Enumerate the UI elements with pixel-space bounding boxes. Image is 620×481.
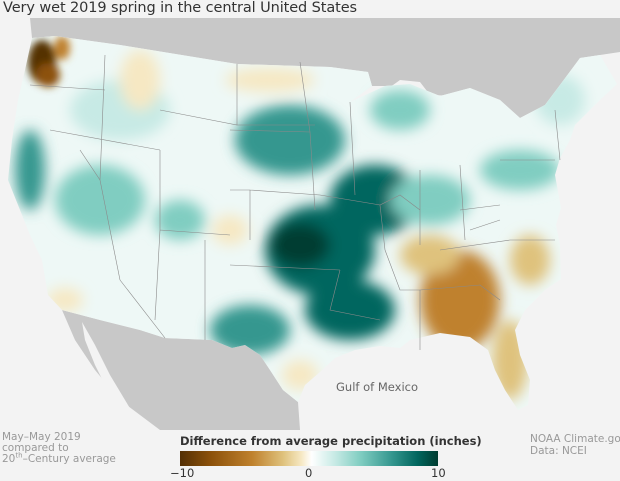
legend-mid-label: 0 [305,466,313,480]
period-note: May–May 2019 compared to 20th–Century av… [2,432,116,465]
precipitation-map [0,18,620,430]
period-line-3: 20th–Century average [2,451,116,465]
gulf-of-mexico-label: Gulf of Mexico [336,380,418,394]
period-century: 20 [2,453,16,465]
period-baseline: –Century average [22,453,116,465]
credit-source: NOAA Climate.gov [530,433,620,445]
legend-title: Difference from average precipitation (i… [180,434,482,448]
legend-max-label: 10 [431,466,446,480]
map-title: Very wet 2019 spring in the central Unit… [3,0,357,16]
legend-min-label: −10 [170,466,195,480]
period-line-1: May–May 2019 [2,431,81,443]
credit: NOAA Climate.gov Data: NCEI [530,433,620,457]
gulf-of-california [82,322,140,425]
period-ordinal: th [15,451,23,460]
legend-colorbar [180,451,438,466]
period-line-2: compared to [2,442,69,454]
credit-data: Data: NCEI [530,445,587,457]
state-borders [29,54,561,350]
canada-landmass [30,18,620,118]
